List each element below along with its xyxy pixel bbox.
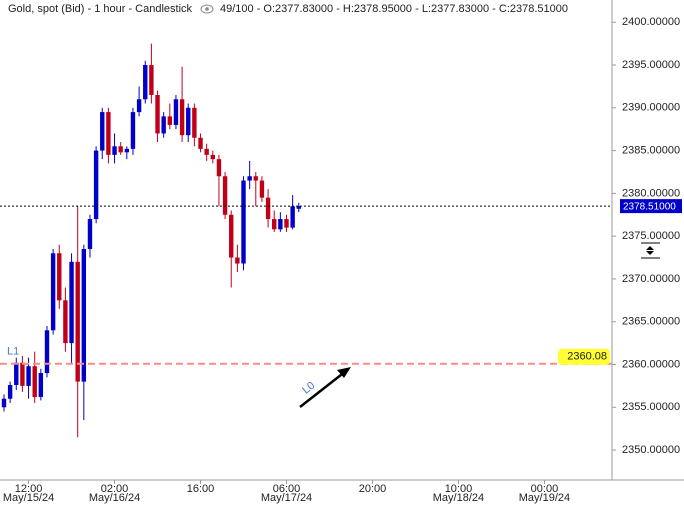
x-date-label: May/15/24 — [3, 492, 54, 504]
candle-body — [136, 99, 142, 113]
candle-body — [14, 362, 19, 386]
chart-subtitle: 49/100 - O:2377.83000 - H:2378.95000 - L… — [220, 3, 568, 15]
candle-body — [241, 180, 246, 264]
candle-body — [1, 398, 7, 408]
candle-body — [204, 148, 209, 155]
candle-body — [247, 176, 252, 181]
candle-body — [290, 206, 295, 228]
y-tick-label: 2370.00000 — [622, 273, 680, 285]
y-tick-label: 2395.00000 — [622, 59, 680, 71]
candle-body — [229, 214, 234, 258]
chart-title: Gold, spot (Bid) - 1 hour - Candlestick — [8, 3, 193, 15]
candle-body — [179, 99, 185, 136]
candle-body — [296, 206, 301, 209]
candle-body — [167, 116, 173, 125]
candle-body — [216, 159, 222, 177]
candle-body — [192, 107, 197, 138]
candle-body — [173, 99, 179, 125]
x-tick-label: 12:00 — [15, 483, 43, 495]
candle-body — [118, 146, 123, 153]
y-tick-label: 2360.00000 — [622, 358, 680, 370]
y-tick-label: 2385.00000 — [622, 144, 680, 156]
candle-body — [198, 137, 203, 149]
x-tick-label: 02:00 — [101, 483, 129, 495]
candle-body — [149, 65, 154, 95]
candle-body — [100, 112, 105, 151]
eye-icon — [200, 4, 214, 14]
candle-body — [63, 300, 68, 344]
candle-body — [210, 154, 216, 160]
x-tick-label: 06:00 — [273, 483, 301, 495]
x-tick-label: 00:00 — [531, 483, 559, 495]
x-tick-label: 10:00 — [445, 483, 473, 495]
y-tick-label: 2380.00000 — [622, 187, 680, 199]
candle-body — [143, 65, 148, 100]
candle-body — [161, 116, 166, 134]
y-tick-label: 2355.00000 — [622, 401, 680, 413]
y-tick-label: 2350.00000 — [622, 444, 680, 456]
candle-body — [50, 253, 56, 331]
annotation-arrow — [299, 367, 351, 408]
candle-body — [112, 146, 117, 155]
last-price-label: 2378.51000 — [623, 201, 676, 212]
candle-body — [81, 248, 87, 382]
candle-body — [186, 107, 191, 136]
candle-body — [75, 261, 80, 382]
x-tick-label: 16:00 — [187, 483, 215, 495]
candle-body — [32, 366, 37, 398]
candle-body — [44, 330, 50, 374]
candle-body — [155, 94, 160, 134]
x-tick-label: 20:00 — [359, 483, 387, 495]
level-highlight — [558, 348, 610, 365]
candle-body — [26, 366, 31, 386]
candle-body — [69, 261, 74, 344]
candle-body — [57, 253, 62, 301]
candle-body — [284, 219, 289, 228]
candle-body — [265, 197, 271, 220]
candle-body — [38, 373, 44, 398]
y-tick-label: 2375.00000 — [622, 230, 680, 242]
annotation: L0 — [300, 380, 317, 397]
x-date-label: May/18/24 — [433, 492, 484, 504]
x-date-label: May/19/24 — [519, 492, 570, 504]
x-date-label: May/16/24 — [89, 492, 140, 504]
y-tick-label: 2365.00000 — [622, 316, 680, 328]
candle-body — [259, 180, 265, 198]
candle-body — [7, 385, 13, 399]
candle-body — [222, 176, 228, 215]
y-tick-label: 2390.00000 — [622, 102, 680, 114]
candle-body — [235, 257, 240, 264]
candle-body — [253, 176, 258, 181]
y-tick-label: 2400.00000 — [622, 16, 680, 28]
candle-body — [272, 219, 277, 230]
x-date-label: May/17/24 — [261, 492, 312, 504]
candle-body — [20, 362, 25, 386]
candle-body — [278, 219, 283, 230]
candle-body — [87, 219, 93, 249]
crosshair-icon — [641, 242, 660, 259]
last-price-box — [620, 199, 682, 214]
level-label: 2360.08 — [567, 351, 607, 363]
candle-body — [124, 148, 130, 153]
candle-body — [106, 112, 111, 155]
level-name: L1 — [7, 346, 19, 358]
candle-body — [93, 150, 99, 220]
candle-body — [130, 112, 136, 149]
